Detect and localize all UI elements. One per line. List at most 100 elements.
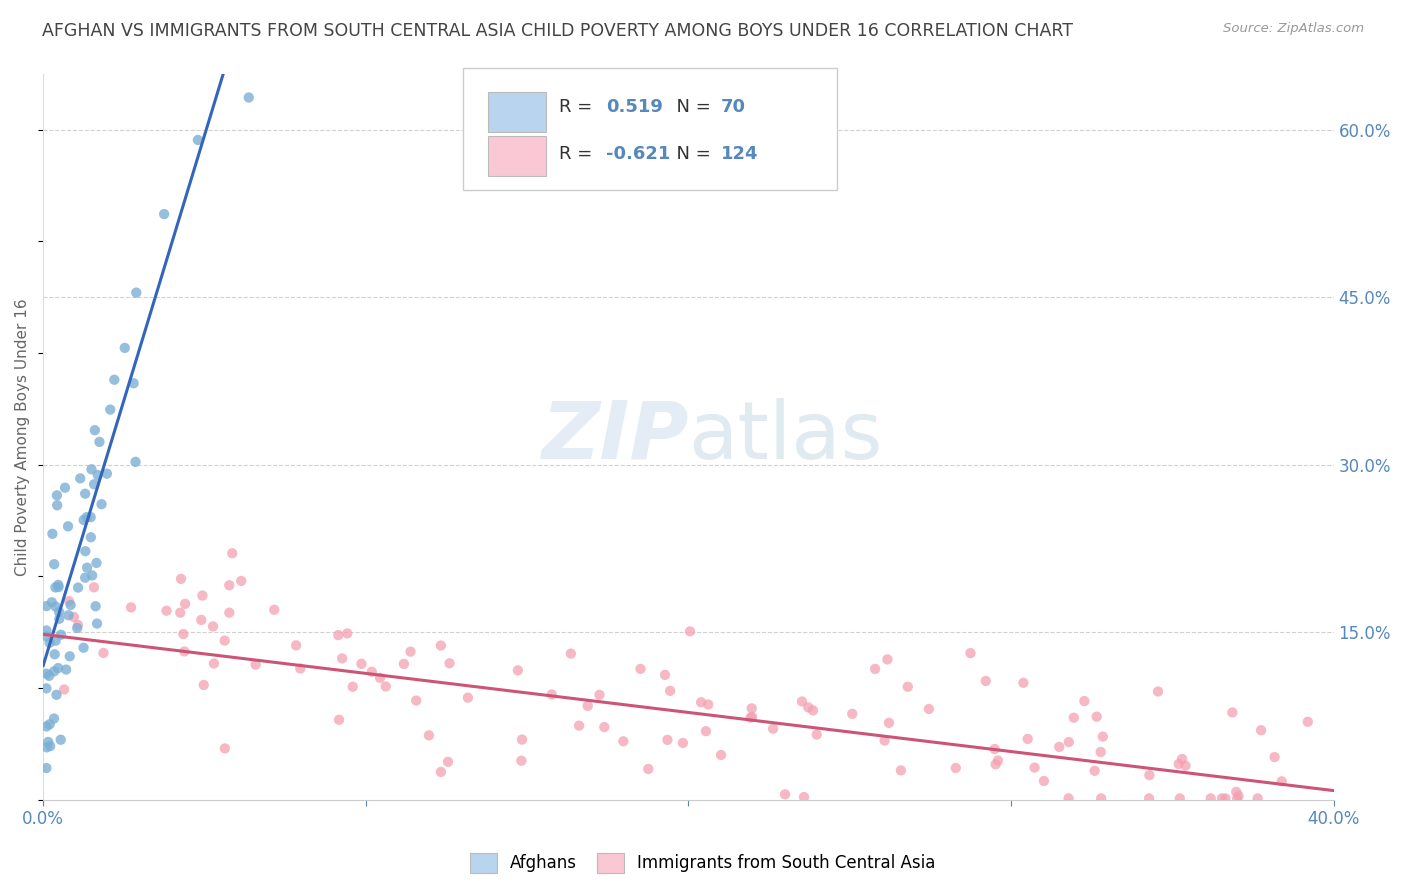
Point: [155, 604, 177, 618]
Point: [46, 498, 69, 512]
Point: [672, 736, 695, 750]
Point: [35, 740, 58, 755]
Point: [506, 664, 529, 678]
Point: [457, 690, 479, 705]
Point: [170, 572, 193, 586]
Point: [191, 589, 214, 603]
Point: [679, 624, 702, 639]
Point: [890, 764, 912, 778]
Point: [73, 513, 96, 527]
Point: [576, 698, 599, 713]
Text: 0.519: 0.519: [606, 97, 662, 116]
Point: [35, 719, 58, 733]
Point: [1246, 791, 1268, 805]
Point: [593, 720, 616, 734]
Point: [657, 732, 679, 747]
Point: [45, 688, 67, 702]
Point: [58, 608, 80, 623]
Point: [83, 477, 105, 491]
Text: atlas: atlas: [689, 398, 883, 475]
Point: [44, 581, 66, 595]
Point: [1168, 791, 1191, 805]
Point: [35, 681, 58, 696]
Point: [42, 665, 65, 679]
Text: AFGHAN VS IMMIGRANTS FROM SOUTH CENTRAL ASIA CHILD POVERTY AMONG BOYS UNDER 16 C: AFGHAN VS IMMIGRANTS FROM SOUTH CENTRAL …: [42, 22, 1073, 40]
Point: [863, 662, 886, 676]
Point: [918, 702, 941, 716]
Point: [405, 693, 427, 707]
Point: [39, 739, 62, 753]
Point: [801, 703, 824, 717]
Point: [67, 581, 90, 595]
Text: R =: R =: [560, 97, 599, 116]
Point: [510, 754, 533, 768]
Point: [360, 665, 382, 679]
Point: [1090, 791, 1112, 805]
Point: [53, 481, 76, 495]
Point: [1063, 711, 1085, 725]
Point: [35, 666, 58, 681]
Point: [710, 747, 733, 762]
Point: [153, 207, 176, 221]
Point: [510, 732, 533, 747]
Point: [877, 715, 900, 730]
Point: [797, 700, 820, 714]
FancyBboxPatch shape: [488, 136, 547, 176]
Point: [76, 510, 98, 524]
Point: [37, 735, 59, 749]
Point: [290, 661, 312, 675]
Point: [44, 558, 66, 572]
Point: [430, 764, 453, 779]
Point: [48, 605, 70, 619]
Point: [84, 599, 107, 614]
Point: [897, 680, 920, 694]
Point: [1012, 675, 1035, 690]
Text: N =: N =: [665, 145, 717, 163]
Point: [75, 571, 97, 585]
Point: [350, 657, 373, 671]
Point: [690, 695, 713, 709]
Point: [58, 594, 80, 608]
Point: [69, 471, 91, 485]
Point: [1215, 791, 1237, 805]
Point: [63, 610, 86, 624]
Point: [1250, 723, 1272, 738]
FancyBboxPatch shape: [463, 68, 837, 190]
Point: [697, 698, 720, 712]
Point: [1222, 706, 1244, 720]
Point: [59, 598, 82, 612]
Point: [399, 645, 422, 659]
Point: [174, 597, 197, 611]
Point: [56, 519, 79, 533]
Point: [80, 530, 103, 544]
Point: [1174, 758, 1197, 772]
Point: [42, 712, 65, 726]
Point: [35, 629, 58, 643]
Point: [53, 682, 76, 697]
Point: [45, 488, 67, 502]
Point: [1032, 774, 1054, 789]
Point: [1057, 791, 1080, 805]
Point: [773, 788, 796, 802]
Point: [1227, 789, 1250, 803]
Point: [80, 510, 103, 524]
Point: [214, 633, 236, 648]
Point: [48, 580, 70, 594]
Text: N =: N =: [665, 97, 717, 116]
Point: [72, 640, 94, 655]
Point: [790, 694, 813, 708]
Point: [263, 603, 285, 617]
Point: [285, 638, 308, 652]
Point: [45, 633, 67, 648]
Point: [218, 578, 240, 592]
Legend: Afghans, Immigrants from South Central Asia: Afghans, Immigrants from South Central A…: [464, 847, 942, 880]
Point: [1167, 756, 1189, 771]
Point: [793, 790, 815, 805]
Point: [1226, 791, 1249, 805]
Point: [76, 560, 98, 574]
Point: [392, 657, 415, 671]
Point: [1091, 730, 1114, 744]
Point: [193, 678, 215, 692]
Point: [125, 285, 148, 300]
Point: [83, 423, 105, 437]
